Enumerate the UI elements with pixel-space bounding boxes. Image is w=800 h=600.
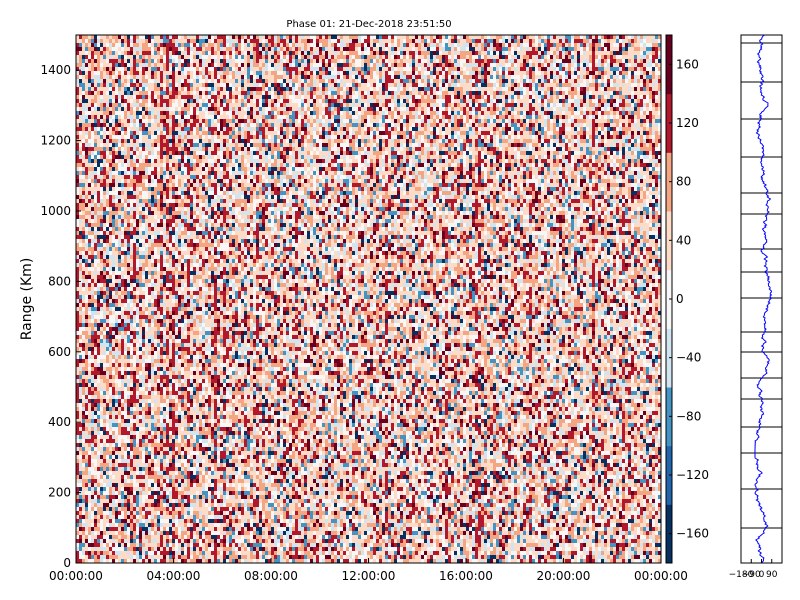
profile-x-tick-label: 90	[766, 570, 778, 580]
y-tick-label: 1400	[40, 63, 71, 77]
x-tick-label: 04:00:00	[147, 569, 201, 583]
y-tick-label: 1200	[40, 134, 71, 148]
x-tick-label: 12:00:00	[342, 569, 396, 583]
colorbar-ticks: 160 120 80 40 0 −40 −80 −120 −160	[669, 57, 709, 540]
y-tick-label: 400	[48, 415, 71, 429]
profile-frame	[741, 35, 782, 563]
y-tick-label: 800	[48, 274, 71, 288]
heatmap-y-ticks: 0 200 400 600 800 1000 1200 1400	[40, 63, 81, 570]
x-tick-label: 16:00:00	[439, 569, 493, 583]
colorbar-tick-label: 160	[676, 57, 699, 71]
colorbar-tick-label: −160	[676, 527, 709, 541]
colorbar-tick-label: −120	[676, 468, 709, 482]
colorbar-tick-label: −40	[676, 351, 701, 365]
colorbar-tick-label: 80	[676, 175, 691, 189]
profile-x-tick-label: 0	[759, 570, 765, 580]
heatmap-cells	[76, 35, 661, 563]
colorbar-tick-label: −80	[676, 409, 701, 423]
x-tick-label: 00:00:00	[49, 569, 103, 583]
y-tick-label: 0	[63, 556, 71, 570]
chart-title: Phase 01: 21-Dec-2018 23:51:50	[286, 19, 451, 30]
colorbar-tick-label: 40	[676, 233, 691, 247]
colorbar-tick-label: 120	[676, 116, 699, 130]
x-tick-label: 08:00:00	[244, 569, 298, 583]
y-tick-label: 1000	[40, 204, 71, 218]
x-tick-label: 00:00:00	[634, 569, 688, 583]
y-tick-label: 600	[48, 345, 71, 359]
colorbar-tick-label: 0	[676, 292, 684, 306]
x-tick-label: 20:00:00	[537, 569, 591, 583]
y-tick-label: 200	[48, 486, 71, 500]
y-axis-label: Range (Km)	[19, 258, 35, 341]
